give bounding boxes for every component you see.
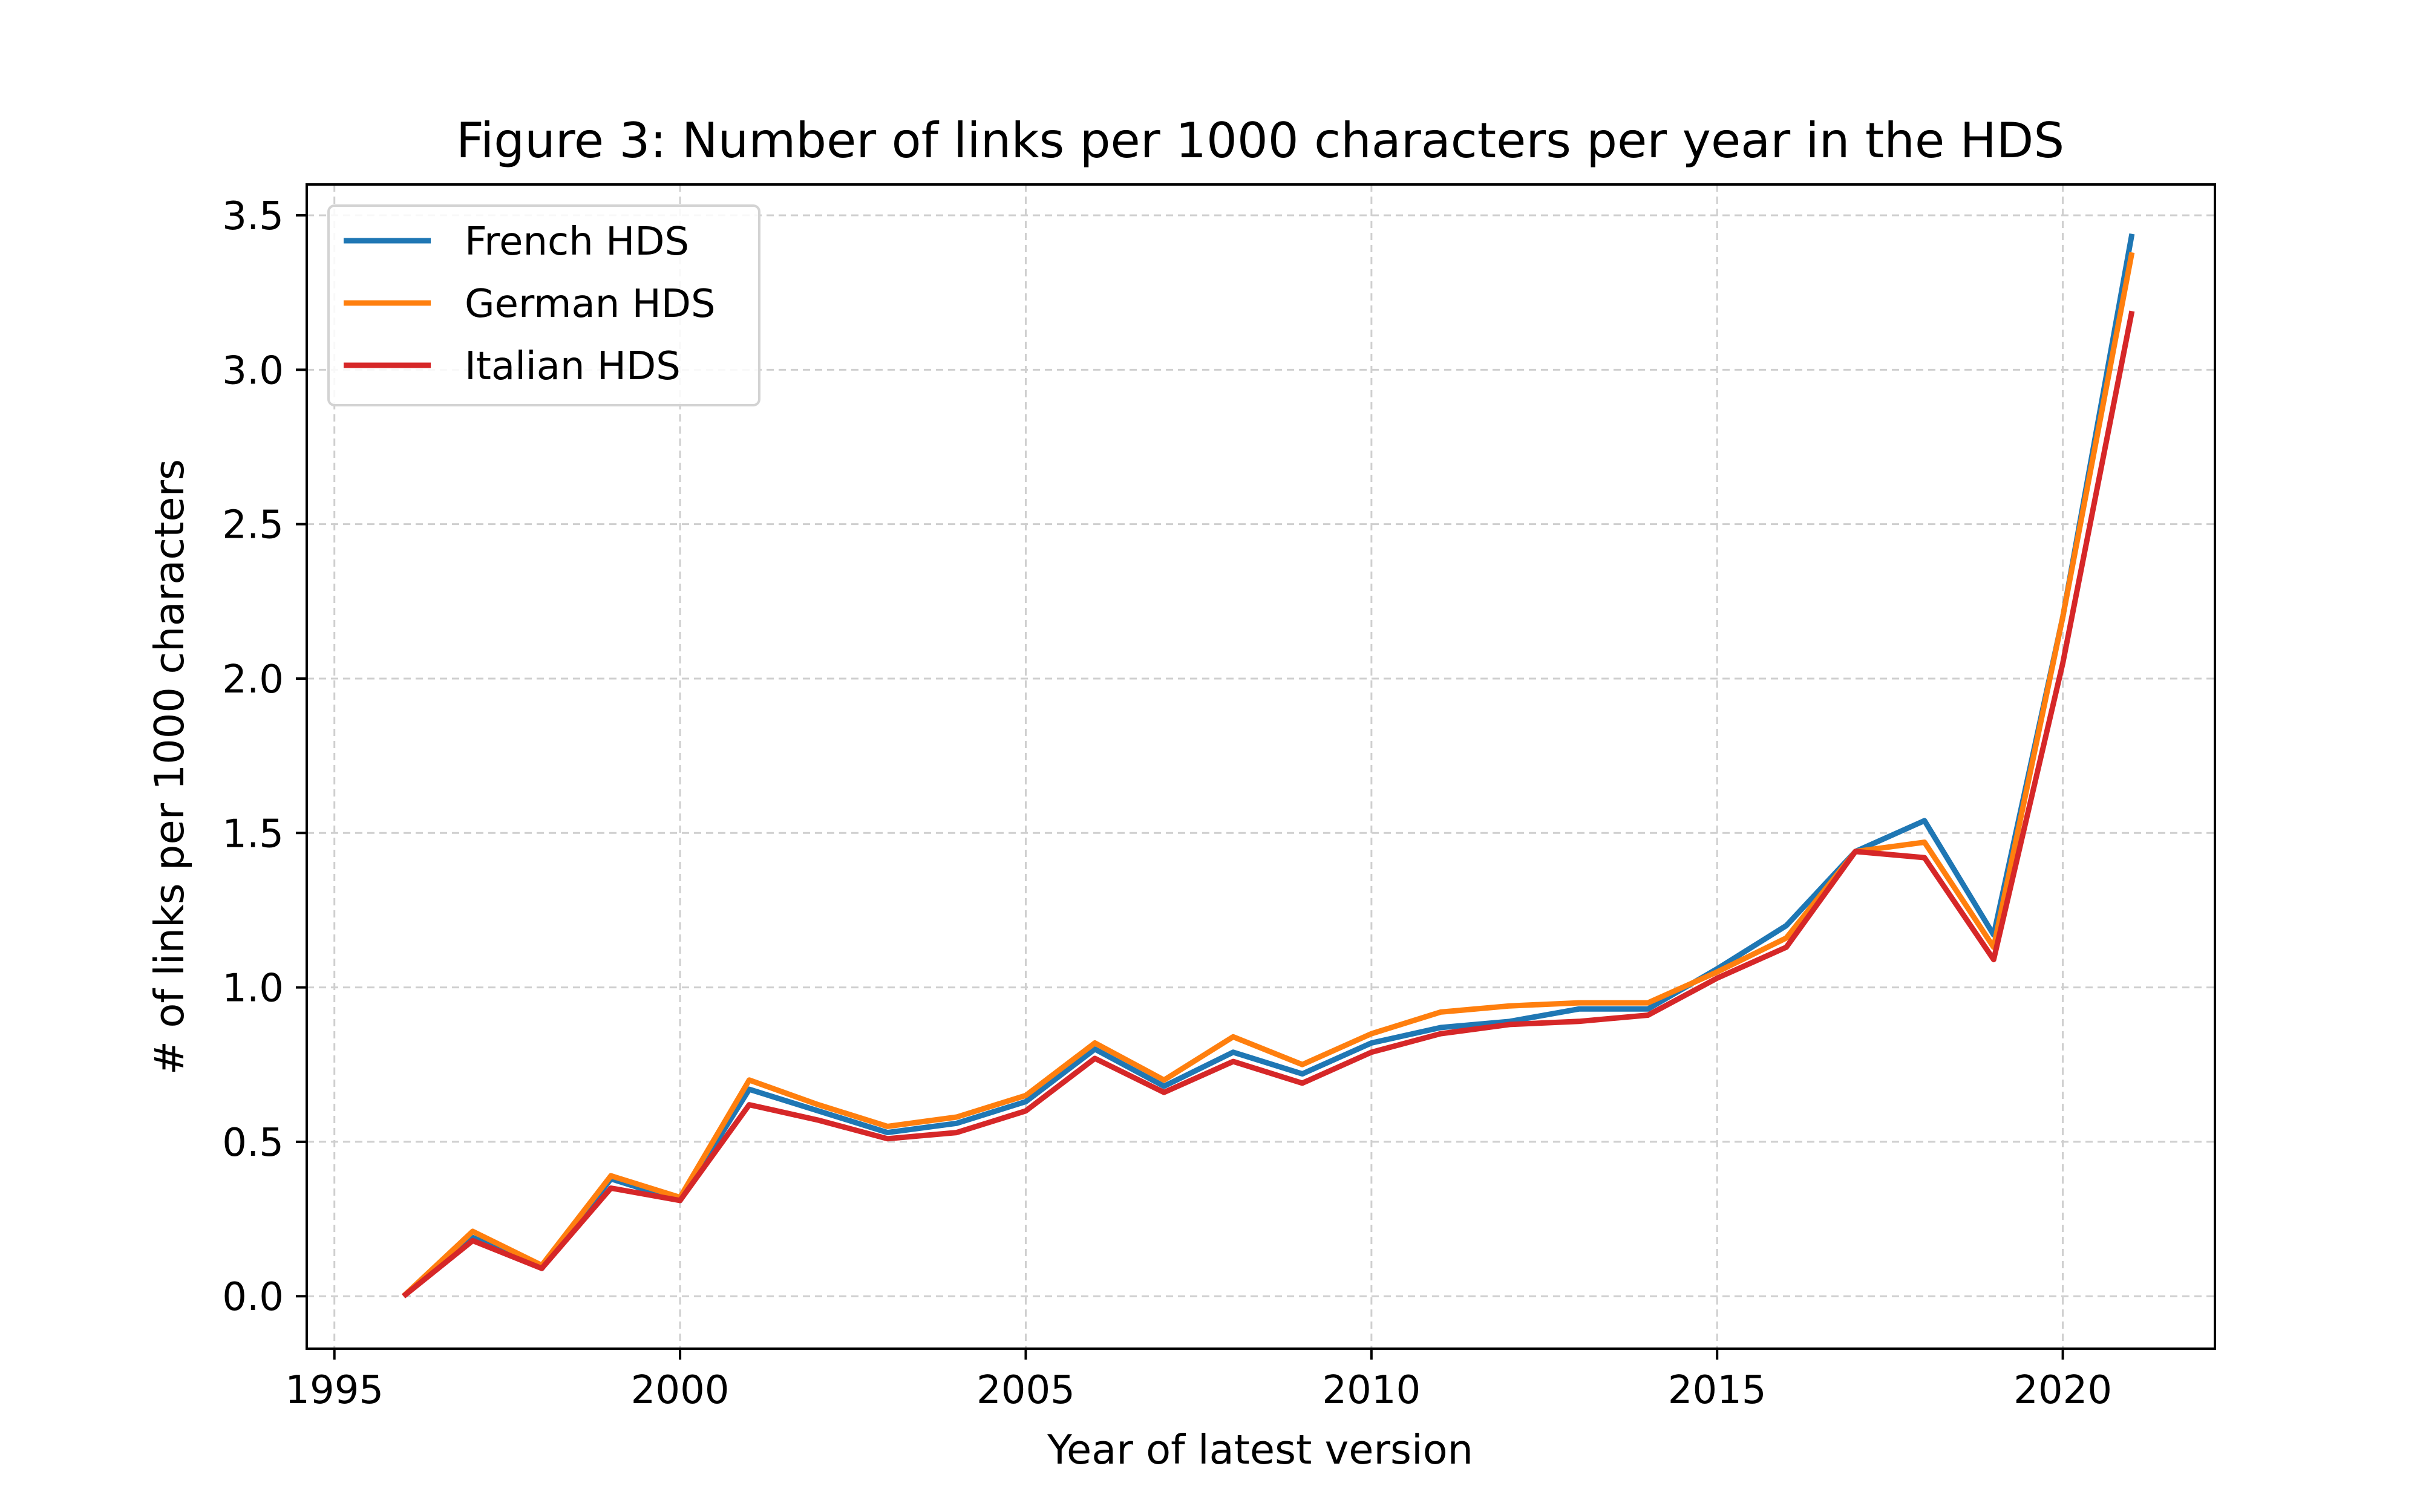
- y-tick-label: 3.0: [222, 348, 284, 393]
- x-axis-label: Year of latest version: [1047, 1426, 1473, 1473]
- y-tick-label: 1.0: [222, 966, 284, 1011]
- y-tick-label: 2.5: [222, 503, 284, 548]
- x-axis: 1995 2000 2005 2010 2015 2020: [285, 1349, 2112, 1413]
- legend-label: German HDS: [465, 282, 716, 327]
- y-tick-label: 0.0: [222, 1275, 284, 1320]
- x-tick-label: 2020: [2013, 1368, 2112, 1413]
- legend: French HDS German HDS Italian HDS: [327, 204, 760, 406]
- y-tick-label: 2.0: [222, 657, 284, 702]
- series-line-italian-hds: [402, 310, 2135, 1299]
- x-tick-label: 2000: [631, 1368, 730, 1413]
- plot-frame: [306, 183, 2216, 1350]
- x-tick-label: 2010: [1322, 1368, 1421, 1413]
- chart-title: Figure 3: Number of links per 1000 chara…: [456, 112, 2064, 169]
- x-tick-label: 2015: [1668, 1368, 1767, 1413]
- legend-label: French HDS: [465, 220, 689, 264]
- y-tick-label: 1.5: [222, 812, 284, 856]
- legend-label: Italian HDS: [465, 344, 681, 389]
- x-tick-label: 1995: [285, 1368, 384, 1413]
- y-axis-label: # of links per 1000 characters: [146, 459, 193, 1075]
- series-line-german-hds: [401, 252, 2135, 1299]
- series-lines: [401, 233, 2135, 1299]
- y-tick-label: 3.5: [222, 194, 284, 239]
- y-axis: 0.0 0.5 1.0 1.5 2.0 2.5 3.0 3.5: [222, 194, 307, 1320]
- legend-box: [327, 204, 760, 406]
- y-tick-label: 0.5: [222, 1121, 284, 1165]
- x-tick-label: 2005: [976, 1368, 1075, 1413]
